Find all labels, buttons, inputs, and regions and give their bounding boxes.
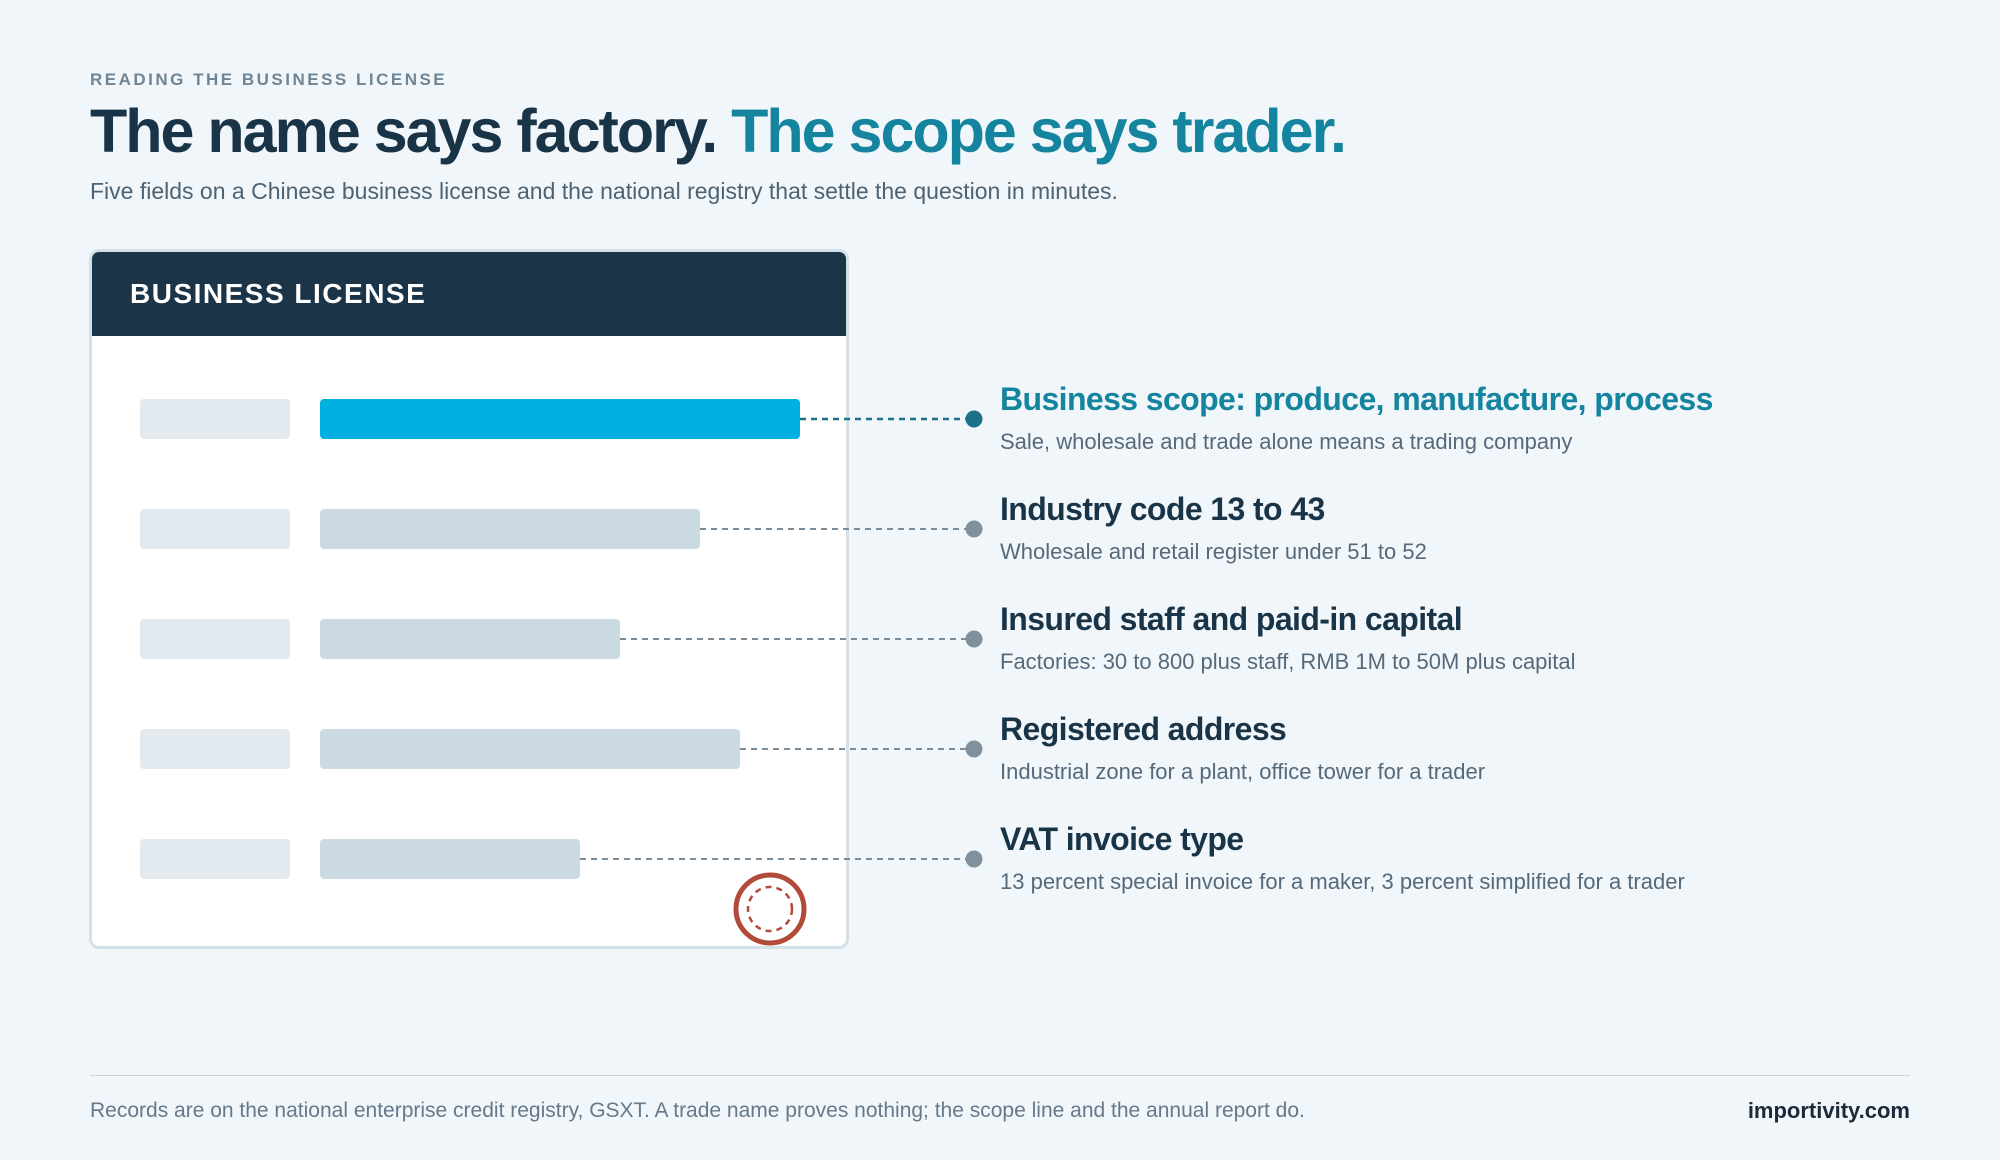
field-value-bar bbox=[320, 729, 740, 769]
eyebrow: READING THE BUSINESS LICENSE bbox=[90, 70, 448, 89]
field-label-placeholder bbox=[140, 399, 290, 439]
connector-dot bbox=[965, 630, 983, 648]
headline-part-2: The scope says trader. bbox=[731, 97, 1347, 165]
license-row bbox=[140, 509, 983, 549]
field-label-placeholder bbox=[140, 619, 290, 659]
footer-divider bbox=[90, 1075, 1910, 1076]
field-title: Industry code 13 to 43 bbox=[1000, 491, 1325, 527]
field-description: Industrial zone for a plant, office towe… bbox=[1000, 759, 1486, 784]
license-title: BUSINESS LICENSE bbox=[130, 278, 427, 309]
footer-note: Records are on the national enterprise c… bbox=[90, 1099, 1305, 1122]
field-title: Registered address bbox=[1000, 711, 1287, 747]
headline-part-1: The name says factory. bbox=[90, 97, 718, 165]
page-title: The name says factory. The scope says tr… bbox=[90, 96, 1347, 166]
field-label-placeholder bbox=[140, 729, 290, 769]
field-title: VAT invoice type bbox=[1000, 821, 1244, 857]
connector-dot bbox=[965, 850, 983, 868]
license-row bbox=[140, 619, 983, 659]
license-row bbox=[140, 399, 983, 439]
field-description: Factories: 30 to 800 plus staff, RMB 1M … bbox=[1000, 649, 1576, 674]
field-description: Sale, wholesale and trade alone means a … bbox=[1000, 429, 1573, 454]
field-description: 13 percent special invoice for a maker, … bbox=[1000, 869, 1685, 894]
field-value-bar bbox=[320, 509, 700, 549]
connector-dot bbox=[965, 740, 983, 758]
seal-stamp-icon bbox=[733, 872, 807, 946]
connector-dot bbox=[965, 410, 983, 428]
connector-dot bbox=[965, 520, 983, 538]
field-value-bar bbox=[320, 839, 580, 879]
page-subtitle: Five fields on a Chinese business licens… bbox=[90, 178, 1118, 204]
license-row bbox=[140, 839, 983, 879]
brand-link[interactable]: importivity.com bbox=[1747, 1098, 1910, 1123]
field-value-bar bbox=[320, 399, 800, 439]
field-label-placeholder bbox=[140, 839, 290, 879]
business-license-card: BUSINESS LICENSE bbox=[89, 249, 849, 949]
field-label-placeholder bbox=[140, 509, 290, 549]
field-description: Wholesale and retail register under 51 t… bbox=[1000, 539, 1427, 564]
field-value-bar bbox=[320, 619, 620, 659]
license-row bbox=[140, 729, 983, 769]
field-title: Business scope: produce, manufacture, pr… bbox=[1000, 381, 1713, 417]
field-title: Insured staff and paid-in capital bbox=[1000, 601, 1463, 637]
license-header: BUSINESS LICENSE bbox=[92, 252, 846, 336]
